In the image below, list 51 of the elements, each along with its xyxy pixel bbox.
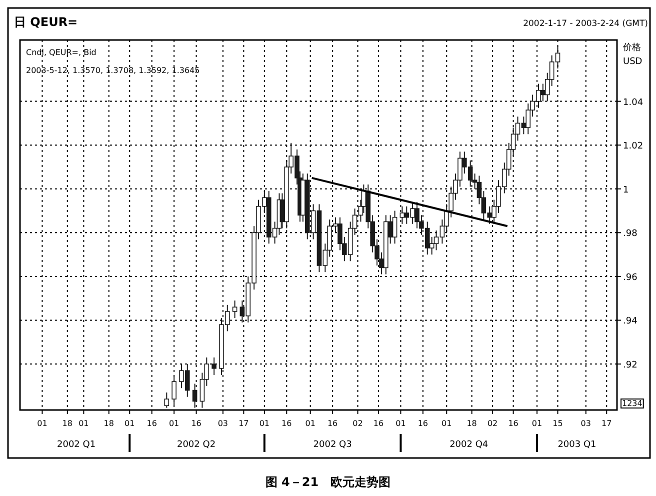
x-tick-label: 02: [487, 419, 498, 428]
y-tick-label: .94: [623, 316, 638, 327]
x-tick-label: 16: [508, 419, 518, 428]
y-tick-label: .92: [623, 360, 638, 371]
x-tick-label: 01: [37, 419, 48, 428]
x-tick-label: 02: [352, 419, 363, 428]
x-tick-label: 16: [327, 419, 338, 428]
x-tick-label: 18: [104, 419, 114, 428]
candlestick: [192, 383, 198, 408]
x-tick-label: 16: [373, 419, 384, 428]
candlestick: [164, 392, 170, 408]
annotation: Cndl, QEUR=, Bid: [26, 48, 96, 57]
chart-subtitle: 2002-1-17 - 2003-2-24 (GMT): [523, 19, 648, 29]
x-tick-label: 01: [78, 419, 89, 428]
x-tick-label: 01: [259, 419, 270, 428]
x-tick-label: 18: [62, 419, 72, 428]
y-tick-label: 1.02: [623, 142, 644, 152]
x2-tick-label: 2002 Q1: [57, 440, 96, 450]
x2-tick-label: 2003 Q1: [558, 440, 596, 450]
x-tick-label: 01: [124, 419, 135, 428]
y-tick-label: 1.04: [623, 98, 644, 108]
x-tick-label: 01: [442, 419, 452, 428]
y-tick-label: 1: [623, 185, 629, 196]
y-tick-label: .96: [623, 272, 638, 283]
caption: 图 4－21 欧元走势图: [265, 475, 391, 489]
x-tick-label: 15: [552, 419, 563, 428]
x-tick-label: 17: [238, 419, 249, 428]
x-tick-label: 16: [282, 419, 292, 428]
x-tick-label: 03: [218, 419, 228, 428]
chart-title: 日 QEUR=: [14, 15, 78, 29]
x2-tick-label: 2002 Q3: [313, 440, 352, 450]
x-tick-label: 16: [146, 419, 157, 428]
x-tick-label: 01: [168, 419, 180, 428]
x-tick-label: 18: [466, 419, 477, 428]
y-axis-title: 价格 USD: [622, 42, 642, 67]
annotation: 2003-5-12, 1.3570, 1.3708, 1.3592, 1.3645: [26, 66, 200, 75]
candlestick: [172, 374, 176, 406]
candlestick: [392, 210, 398, 244]
x2-tick-label: 2002 Q2: [176, 440, 216, 450]
x-tick-label: 16: [418, 419, 428, 428]
x-tick-label: 01: [305, 419, 316, 428]
candlestick: [212, 356, 216, 376]
y-tick-label: .98: [623, 229, 638, 240]
x-tick-label: 01: [396, 419, 406, 428]
x-tick-label: 01: [532, 419, 542, 428]
x-tick-label: 16: [191, 419, 202, 428]
text: 1234: [622, 399, 642, 408]
candlestick: [232, 300, 238, 319]
x-tick-label: 17: [602, 419, 612, 428]
x2-tick-label: 2002 Q4: [450, 440, 488, 450]
x-tick-label: 03: [580, 419, 591, 428]
